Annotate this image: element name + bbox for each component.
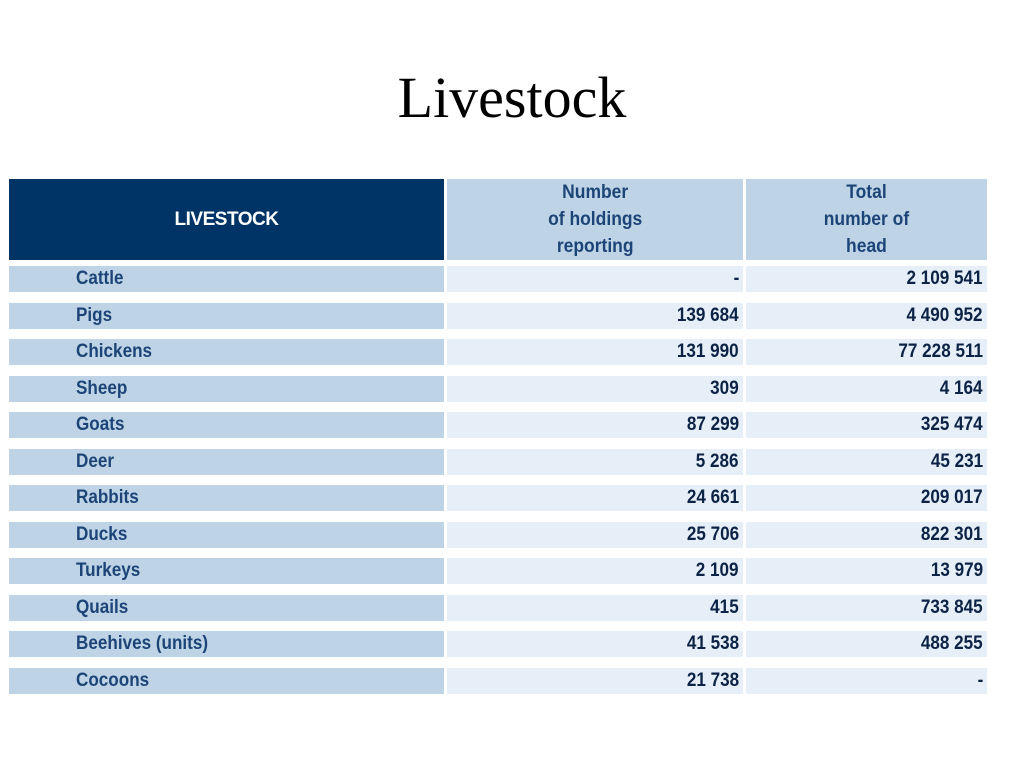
slide-title: Livestock bbox=[397, 65, 627, 130]
row-holdings-value: 309 bbox=[710, 377, 739, 399]
row-head-value: 13 979 bbox=[930, 560, 983, 581]
row-head-value: 4 164 bbox=[940, 377, 983, 399]
table-row: Ducks 25 706 822 301 bbox=[9, 521, 987, 548]
row-label-text: Rabbits bbox=[76, 487, 139, 508]
row-label-text: Cattle bbox=[76, 268, 124, 289]
table-row: Deer 5 286 45 231 bbox=[9, 448, 987, 475]
row-holdings: 87 299 bbox=[447, 412, 743, 438]
row-head: - bbox=[746, 667, 987, 694]
row-holdings-value: 24 661 bbox=[686, 487, 739, 508]
row-head-value: - bbox=[977, 669, 983, 691]
row-holdings: 139 684 bbox=[447, 302, 743, 329]
row-label-text: Beehives (units) bbox=[76, 633, 209, 654]
row-head: 822 301 bbox=[746, 521, 987, 548]
row-label: Cattle bbox=[9, 266, 444, 292]
row-label: Chickens bbox=[9, 339, 444, 365]
row-label: Pigs bbox=[9, 302, 444, 329]
header-holdings: Number of holdings reporting bbox=[447, 179, 743, 260]
row-holdings-value: 21 738 bbox=[686, 669, 739, 691]
row-holdings-value: 41 538 bbox=[686, 633, 739, 654]
row-label: Turkeys bbox=[9, 558, 444, 584]
row-head: 45 231 bbox=[746, 448, 987, 475]
row-head-value: 2 109 541 bbox=[906, 268, 983, 289]
row-head-value: 45 231 bbox=[930, 450, 983, 472]
header-total-head-label: Total number of head bbox=[823, 182, 910, 257]
row-holdings-value: - bbox=[733, 268, 739, 289]
row-label: Ducks bbox=[9, 521, 444, 548]
row-label-text: Cocoons bbox=[76, 669, 150, 691]
table-row: Sheep 309 4 164 bbox=[9, 375, 987, 402]
header-livestock-label: LIVESTOCK bbox=[174, 209, 279, 230]
table-row: Cattle - 2 109 541 bbox=[9, 266, 987, 292]
row-head: 13 979 bbox=[746, 558, 987, 584]
row-label-text: Quails bbox=[76, 596, 129, 618]
row-holdings-value: 25 706 bbox=[686, 523, 739, 545]
row-head-value: 4 490 952 bbox=[906, 304, 983, 326]
row-label: Deer bbox=[9, 448, 444, 475]
row-holdings: 131 990 bbox=[447, 339, 743, 365]
row-head: 488 255 bbox=[746, 631, 987, 657]
row-head: 733 845 bbox=[746, 594, 987, 621]
row-head: 2 109 541 bbox=[746, 266, 987, 292]
row-holdings: 309 bbox=[447, 375, 743, 402]
row-label: Sheep bbox=[9, 375, 444, 402]
header-total-head: Total number of head bbox=[746, 179, 987, 260]
row-holdings: 2 109 bbox=[447, 558, 743, 584]
row-label: Quails bbox=[9, 594, 444, 621]
table-row: Beehives (units) 41 538 488 255 bbox=[9, 631, 987, 657]
header-holdings-label: Number of holdings reporting bbox=[547, 182, 643, 257]
row-label-text: Ducks bbox=[76, 523, 128, 545]
row-holdings-value: 87 299 bbox=[686, 414, 739, 435]
table-header: LIVESTOCK Number of holdings reporting T… bbox=[9, 179, 987, 260]
row-head: 325 474 bbox=[746, 412, 987, 438]
row-label-text: Chickens bbox=[76, 341, 153, 362]
row-head-value: 209 017 bbox=[921, 487, 983, 508]
table-row: Quails 415 733 845 bbox=[9, 594, 987, 621]
row-holdings: 25 706 bbox=[447, 521, 743, 548]
row-label: Goats bbox=[9, 412, 444, 438]
row-head-value: 822 301 bbox=[921, 523, 983, 545]
row-holdings: 5 286 bbox=[447, 448, 743, 475]
row-head-value: 488 255 bbox=[921, 633, 983, 654]
row-holdings: 41 538 bbox=[447, 631, 743, 657]
row-holdings-value: 2 109 bbox=[696, 560, 739, 581]
row-label-text: Deer bbox=[76, 450, 115, 472]
row-head: 4 164 bbox=[746, 375, 987, 402]
row-holdings: 21 738 bbox=[447, 667, 743, 694]
row-holdings-value: 415 bbox=[710, 596, 739, 618]
table-row: Goats 87 299 325 474 bbox=[9, 412, 987, 438]
row-holdings: 24 661 bbox=[447, 485, 743, 511]
row-holdings-value: 139 684 bbox=[677, 304, 739, 326]
table-body: Cattle - 2 109 541 Pigs 139 684 4 490 95… bbox=[9, 266, 987, 694]
row-label-text: Pigs bbox=[76, 304, 113, 326]
table-row: Chickens 131 990 77 228 511 bbox=[9, 339, 987, 365]
row-head: 4 490 952 bbox=[746, 302, 987, 329]
row-label-text: Turkeys bbox=[76, 560, 141, 581]
table-row: Turkeys 2 109 13 979 bbox=[9, 558, 987, 584]
row-head: 77 228 511 bbox=[746, 339, 987, 365]
row-head-value: 733 845 bbox=[921, 596, 983, 618]
row-holdings: - bbox=[447, 266, 743, 292]
table-row: Rabbits 24 661 209 017 bbox=[9, 485, 987, 511]
row-holdings: 415 bbox=[447, 594, 743, 621]
table-row: Cocoons 21 738 - bbox=[9, 667, 987, 694]
row-label-text: Sheep bbox=[76, 377, 128, 399]
row-head-value: 325 474 bbox=[921, 414, 983, 435]
row-label: Rabbits bbox=[9, 485, 444, 511]
header-livestock: LIVESTOCK bbox=[9, 179, 444, 260]
row-holdings-value: 5 286 bbox=[696, 450, 739, 472]
row-label-text: Goats bbox=[76, 414, 125, 435]
row-head: 209 017 bbox=[746, 485, 987, 511]
livestock-table: LIVESTOCK Number of holdings reporting T… bbox=[9, 179, 987, 704]
row-head-value: 77 228 511 bbox=[898, 341, 983, 362]
row-holdings-value: 131 990 bbox=[677, 341, 739, 362]
row-label: Beehives (units) bbox=[9, 631, 444, 657]
row-label: Cocoons bbox=[9, 667, 444, 694]
table-row: Pigs 139 684 4 490 952 bbox=[9, 302, 987, 329]
